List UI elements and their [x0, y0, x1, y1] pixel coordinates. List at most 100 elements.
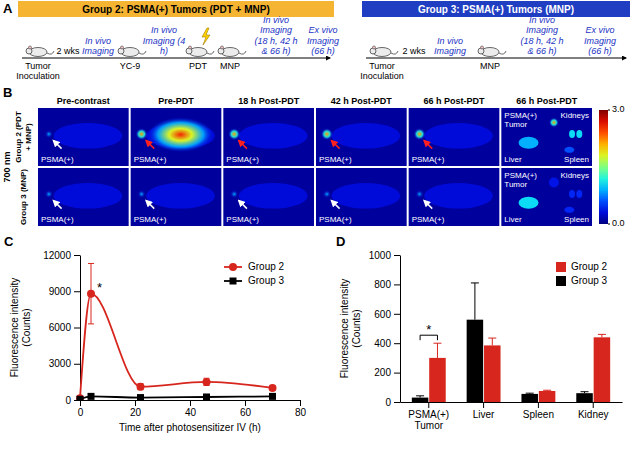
- text-line: YC-9: [120, 61, 141, 71]
- tick-label: 20: [130, 407, 142, 418]
- organ-signal: [576, 130, 582, 138]
- image-background: [38, 168, 129, 226]
- marker: [77, 396, 84, 400]
- text-line: Tumor: [369, 61, 395, 71]
- step-label: MNP: [220, 61, 240, 71]
- tick-mark: [190, 400, 191, 406]
- tick: Liver: [473, 402, 495, 420]
- tick-label: Liver: [473, 409, 495, 420]
- organ-signal: [564, 147, 574, 153]
- organ-label: Liver: [504, 155, 522, 164]
- colorbar-label: 3.0: [612, 104, 625, 114]
- tumor-signal: [228, 128, 240, 140]
- axis-title: Fluorescence intensity(Counts): [339, 279, 362, 379]
- text-line: Liver: [473, 409, 495, 420]
- image-cell: PSMA(+): [316, 108, 407, 166]
- organ-label: PSMA(+)Tumor: [504, 111, 537, 129]
- text-line: In vivo: [151, 25, 177, 35]
- tick: Spleen: [523, 402, 554, 420]
- organ-signal: [519, 197, 539, 209]
- timeline: [366, 58, 626, 59]
- tick-label: 9000: [49, 286, 72, 297]
- text-line: Group 3: PSMA(+) Tumors (MNP): [418, 4, 574, 15]
- imaging-label: Ex vivoImaging(66 h): [307, 25, 339, 56]
- text-line: Imaging: [307, 36, 339, 46]
- tick-label: PSMA(+)Tumor: [408, 409, 449, 431]
- text-line: 66 h Post-PDT: [516, 96, 578, 106]
- tumor-arrow: [331, 200, 339, 208]
- column-header: 66 h Post-PDT: [423, 96, 485, 106]
- text-line: Spleen: [564, 155, 589, 164]
- step-label: PDT: [189, 61, 208, 71]
- tumor-signal: [321, 128, 333, 140]
- text-line: Imaging: [526, 25, 558, 35]
- fluorescence-glow: [148, 117, 213, 152]
- tick-mark: [394, 373, 400, 374]
- axis-title: Time after photosensitizer IV (h): [119, 422, 261, 433]
- bar: [484, 345, 501, 402]
- tick: 40: [185, 400, 197, 418]
- mouse-icon: [186, 46, 214, 57]
- tick-label: 6000: [49, 322, 72, 333]
- text-line: 18 h Post-PDT: [238, 96, 300, 106]
- text-line: Imaging (4: [143, 36, 186, 46]
- panel-b: BPre-contrastPre-PDT18 h Post-PDT42 h Po…: [2, 85, 625, 228]
- colorbar: [599, 110, 608, 224]
- text-line: In vivo: [529, 15, 555, 25]
- colorbar-tick: [608, 224, 610, 225]
- text-line: Pre-contrast: [57, 96, 110, 106]
- imaging-label: Ex vivoImaging(66 h): [584, 25, 616, 56]
- text-line: MNP: [480, 61, 500, 71]
- text-line: Kidneys: [561, 171, 589, 180]
- plot-area: [412, 283, 610, 402]
- tick-mark: [74, 328, 80, 329]
- text-line: MNP: [220, 61, 240, 71]
- tick-label: Spleen: [523, 409, 554, 420]
- error-bar: [433, 343, 441, 358]
- legend-swatch: [556, 276, 566, 286]
- column-header: 66 h Post-PDT: [516, 96, 578, 106]
- tick-mark: [394, 284, 400, 285]
- tick-label: Kidney: [578, 409, 609, 420]
- legend-marker: [230, 278, 237, 285]
- organ-label: Kidneys: [561, 111, 589, 120]
- error-bar: [488, 338, 496, 345]
- error-cap: [543, 390, 551, 391]
- tick: 12000: [43, 250, 80, 261]
- text-line: Imaging: [434, 46, 466, 56]
- error-cap: [416, 395, 424, 396]
- error-bar: [471, 283, 479, 320]
- text-line: Tumor: [504, 180, 527, 189]
- error-bar: [88, 263, 94, 323]
- text-line: PSMA(+): [504, 171, 537, 180]
- text-line: In vivo: [85, 36, 111, 46]
- mouse-ear: [189, 46, 192, 49]
- image-background: [131, 168, 222, 226]
- text-line: Imaging: [584, 36, 616, 46]
- marker: [76, 394, 84, 400]
- mouse-ear: [481, 46, 484, 49]
- error-cap: [88, 323, 94, 324]
- column-header: Pre-PDT: [158, 96, 194, 106]
- mouse-icon: [118, 46, 146, 57]
- image-background: [38, 108, 129, 166]
- text-line: Group 2: PSMA(+) Tumors (PDT + MNP): [82, 4, 270, 15]
- text-line: In vivo: [263, 15, 289, 25]
- mouse-silhouette: [53, 183, 122, 209]
- organ-signal: [569, 190, 575, 198]
- panel-letter: C: [4, 234, 14, 249]
- column-header: Pre-contrast: [57, 96, 110, 106]
- column-header: 18 h Post-PDT: [238, 96, 300, 106]
- tick: 600: [374, 309, 400, 320]
- error-bar: [581, 392, 589, 393]
- tumor-label: PSMA(+): [41, 155, 74, 164]
- text-line: Tumor: [25, 61, 51, 71]
- image-cell: PSMA(+)TumorKidneysLiverSpleen: [501, 168, 592, 226]
- image-cell: PSMA(+): [38, 168, 129, 226]
- tumor-signal: [45, 190, 53, 198]
- tick: 200: [374, 367, 400, 378]
- text-line: Tumor: [415, 420, 444, 431]
- text-line: & 66 h): [261, 46, 290, 56]
- text-line: Tumor: [504, 120, 527, 129]
- tick-label: 0: [78, 407, 84, 418]
